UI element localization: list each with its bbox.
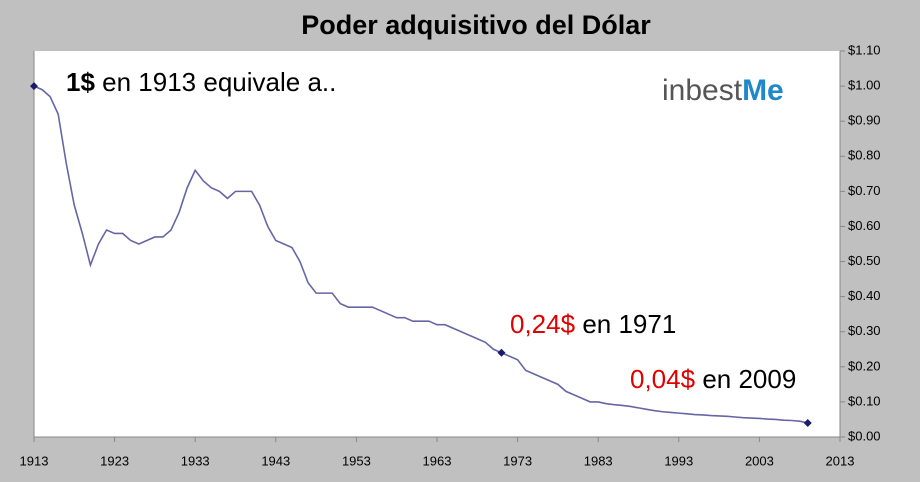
logo: inbestMe <box>662 74 784 107</box>
y-tick-label: $0.60 <box>848 218 881 233</box>
logo-main: inbest <box>662 74 743 107</box>
y-tick-label: $0.50 <box>848 253 881 268</box>
x-tick-label: 1983 <box>584 453 613 468</box>
plot-area <box>34 51 840 437</box>
annotation-text: en 1913 equivale a.. <box>102 67 336 97</box>
marker <box>30 82 38 91</box>
x-tick-label: 1933 <box>181 453 210 468</box>
y-tick-label: $0.70 <box>848 183 881 198</box>
marker <box>803 418 812 427</box>
y-tick-label: $0.90 <box>848 113 881 128</box>
x-tick-label: 1973 <box>503 453 532 468</box>
y-tick-label: $0.10 <box>848 393 881 408</box>
x-tick-label: 1913 <box>20 453 49 468</box>
y-tick-label: $0.00 <box>848 428 881 443</box>
logo-accent: Me <box>742 74 784 107</box>
annotation-highlight: 0,24$ <box>510 309 576 339</box>
annotation-text: en 1971 <box>582 309 676 339</box>
annotation-text: en 2009 <box>702 364 796 394</box>
x-tick-label: 1993 <box>664 453 693 468</box>
annotation-highlight: 0,04$ <box>630 364 696 394</box>
annotation: 1$ en 1913 equivale a.. <box>66 67 336 97</box>
y-tick-label: $1.00 <box>848 78 881 93</box>
annotation: 0,24$ en 1971 <box>510 309 676 339</box>
chart-title: Poder adquisitivo del Dólar <box>301 10 651 40</box>
x-tick-label: 1963 <box>423 453 452 468</box>
y-tick-label: $1.10 <box>848 42 881 57</box>
x-tick-label: 2003 <box>745 453 774 468</box>
y-tick-label: $0.30 <box>848 323 881 338</box>
y-tick-label: $0.20 <box>848 358 881 373</box>
x-tick-label: 2013 <box>826 453 855 468</box>
x-tick-label: 1953 <box>342 453 371 468</box>
annotation-highlight: 1$ <box>66 67 95 97</box>
x-tick-label: 1923 <box>100 453 129 468</box>
y-tick-label: $0.80 <box>848 148 881 163</box>
line <box>33 85 808 424</box>
y-tick-label: $0.40 <box>848 288 881 303</box>
annotation: 0,04$ en 2009 <box>630 364 796 394</box>
marker <box>497 348 506 357</box>
x-tick-label: 1943 <box>261 453 290 468</box>
